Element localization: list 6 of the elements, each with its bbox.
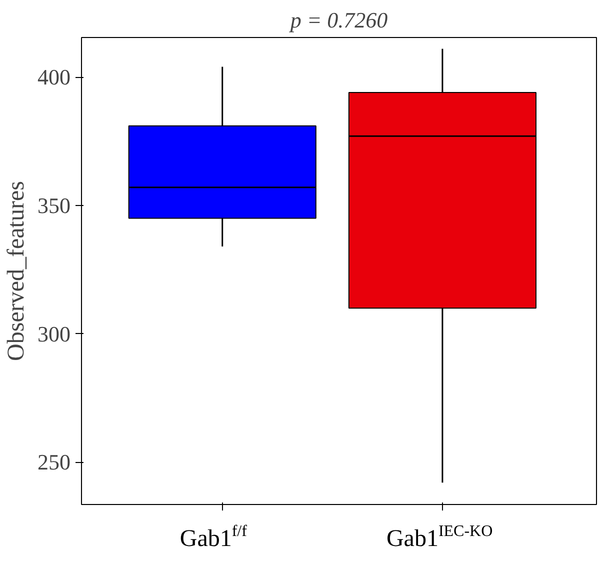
- y-tick-label: 300: [38, 321, 70, 346]
- y-tick-label: 250: [38, 450, 70, 475]
- y-tick-label: 400: [38, 64, 70, 90]
- y-axis-title: Observed_features: [4, 181, 30, 361]
- chart-title: p = 0.7260: [288, 8, 388, 32]
- y-tick-label: 350: [38, 192, 70, 218]
